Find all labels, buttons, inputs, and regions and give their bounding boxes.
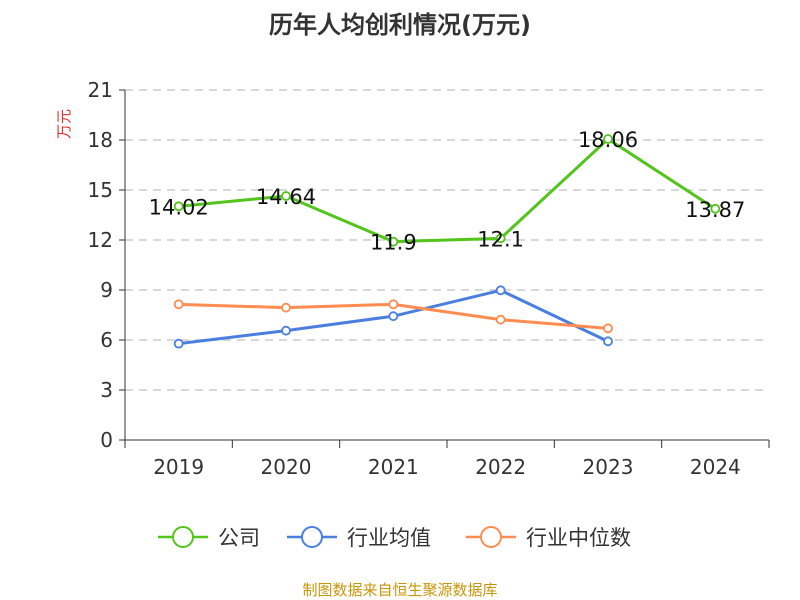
y-tick-label: 3: [100, 378, 113, 402]
y-axis-label: 万元: [55, 109, 73, 139]
data-label: 13.87: [685, 198, 745, 222]
y-tick-label: 12: [88, 228, 113, 252]
series-line-0: [178, 137, 717, 244]
y-tick-label: 15: [88, 178, 113, 202]
x-tick-label: 2020: [261, 455, 312, 479]
data-point: [495, 285, 506, 296]
legend-label: 公司: [218, 526, 260, 550]
data-point: [603, 323, 613, 334]
y-tick-label: 9: [100, 278, 113, 302]
y-tick-label: 18: [88, 128, 113, 152]
chart-title: 历年人均创利情况(万元): [269, 11, 531, 39]
x-tick-label: 2022: [475, 455, 526, 479]
y-tick-label: 6: [100, 328, 113, 352]
data-label: 12.1: [477, 227, 524, 251]
data-point: [173, 299, 184, 310]
data-point: [388, 236, 399, 247]
data-point: [388, 311, 399, 322]
data-point: [173, 338, 184, 349]
data-point: [388, 299, 399, 310]
legend-label: 行业均值: [347, 526, 431, 550]
data-point: [173, 201, 184, 212]
data-point: [281, 191, 291, 201]
x-tick-label: 2023: [583, 455, 634, 479]
data-point: [495, 314, 506, 325]
x-tick-label: 2021: [368, 455, 419, 479]
data-point: [495, 233, 506, 244]
data-point: [710, 203, 721, 214]
legend-marker: [301, 526, 323, 548]
data-point: [281, 325, 291, 336]
data-label: 18.06: [578, 128, 638, 152]
data-point: [603, 134, 613, 144]
data-label: 14.02: [149, 195, 209, 219]
data-label: 14.64: [256, 185, 316, 209]
y-tick-label: 21: [88, 78, 113, 102]
legend-marker: [480, 526, 502, 548]
data-point: [603, 336, 613, 347]
x-tick-label: 2019: [153, 455, 204, 479]
data-point: [281, 302, 291, 313]
y-tick-label: 0: [100, 428, 113, 452]
data-label: 11.9: [370, 231, 417, 255]
source-note: 制图数据来自恒生聚源数据库: [302, 581, 497, 599]
legend-marker: [172, 526, 194, 548]
legend-label: 行业中位数: [526, 526, 631, 550]
x-tick-label: 2024: [690, 455, 741, 479]
